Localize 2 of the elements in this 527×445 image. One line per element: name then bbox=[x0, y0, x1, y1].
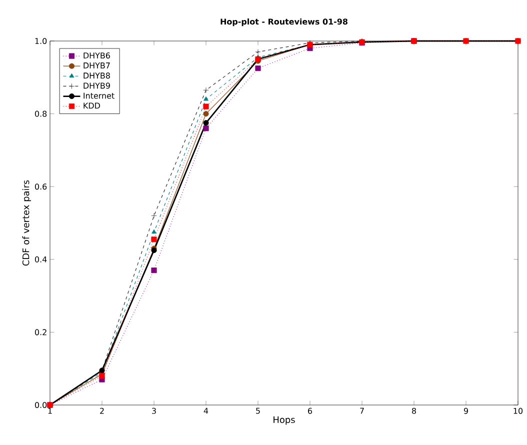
y-axis-title: CDF of vertex pairs bbox=[22, 180, 31, 266]
x-axis-title: Hops bbox=[274, 416, 295, 425]
